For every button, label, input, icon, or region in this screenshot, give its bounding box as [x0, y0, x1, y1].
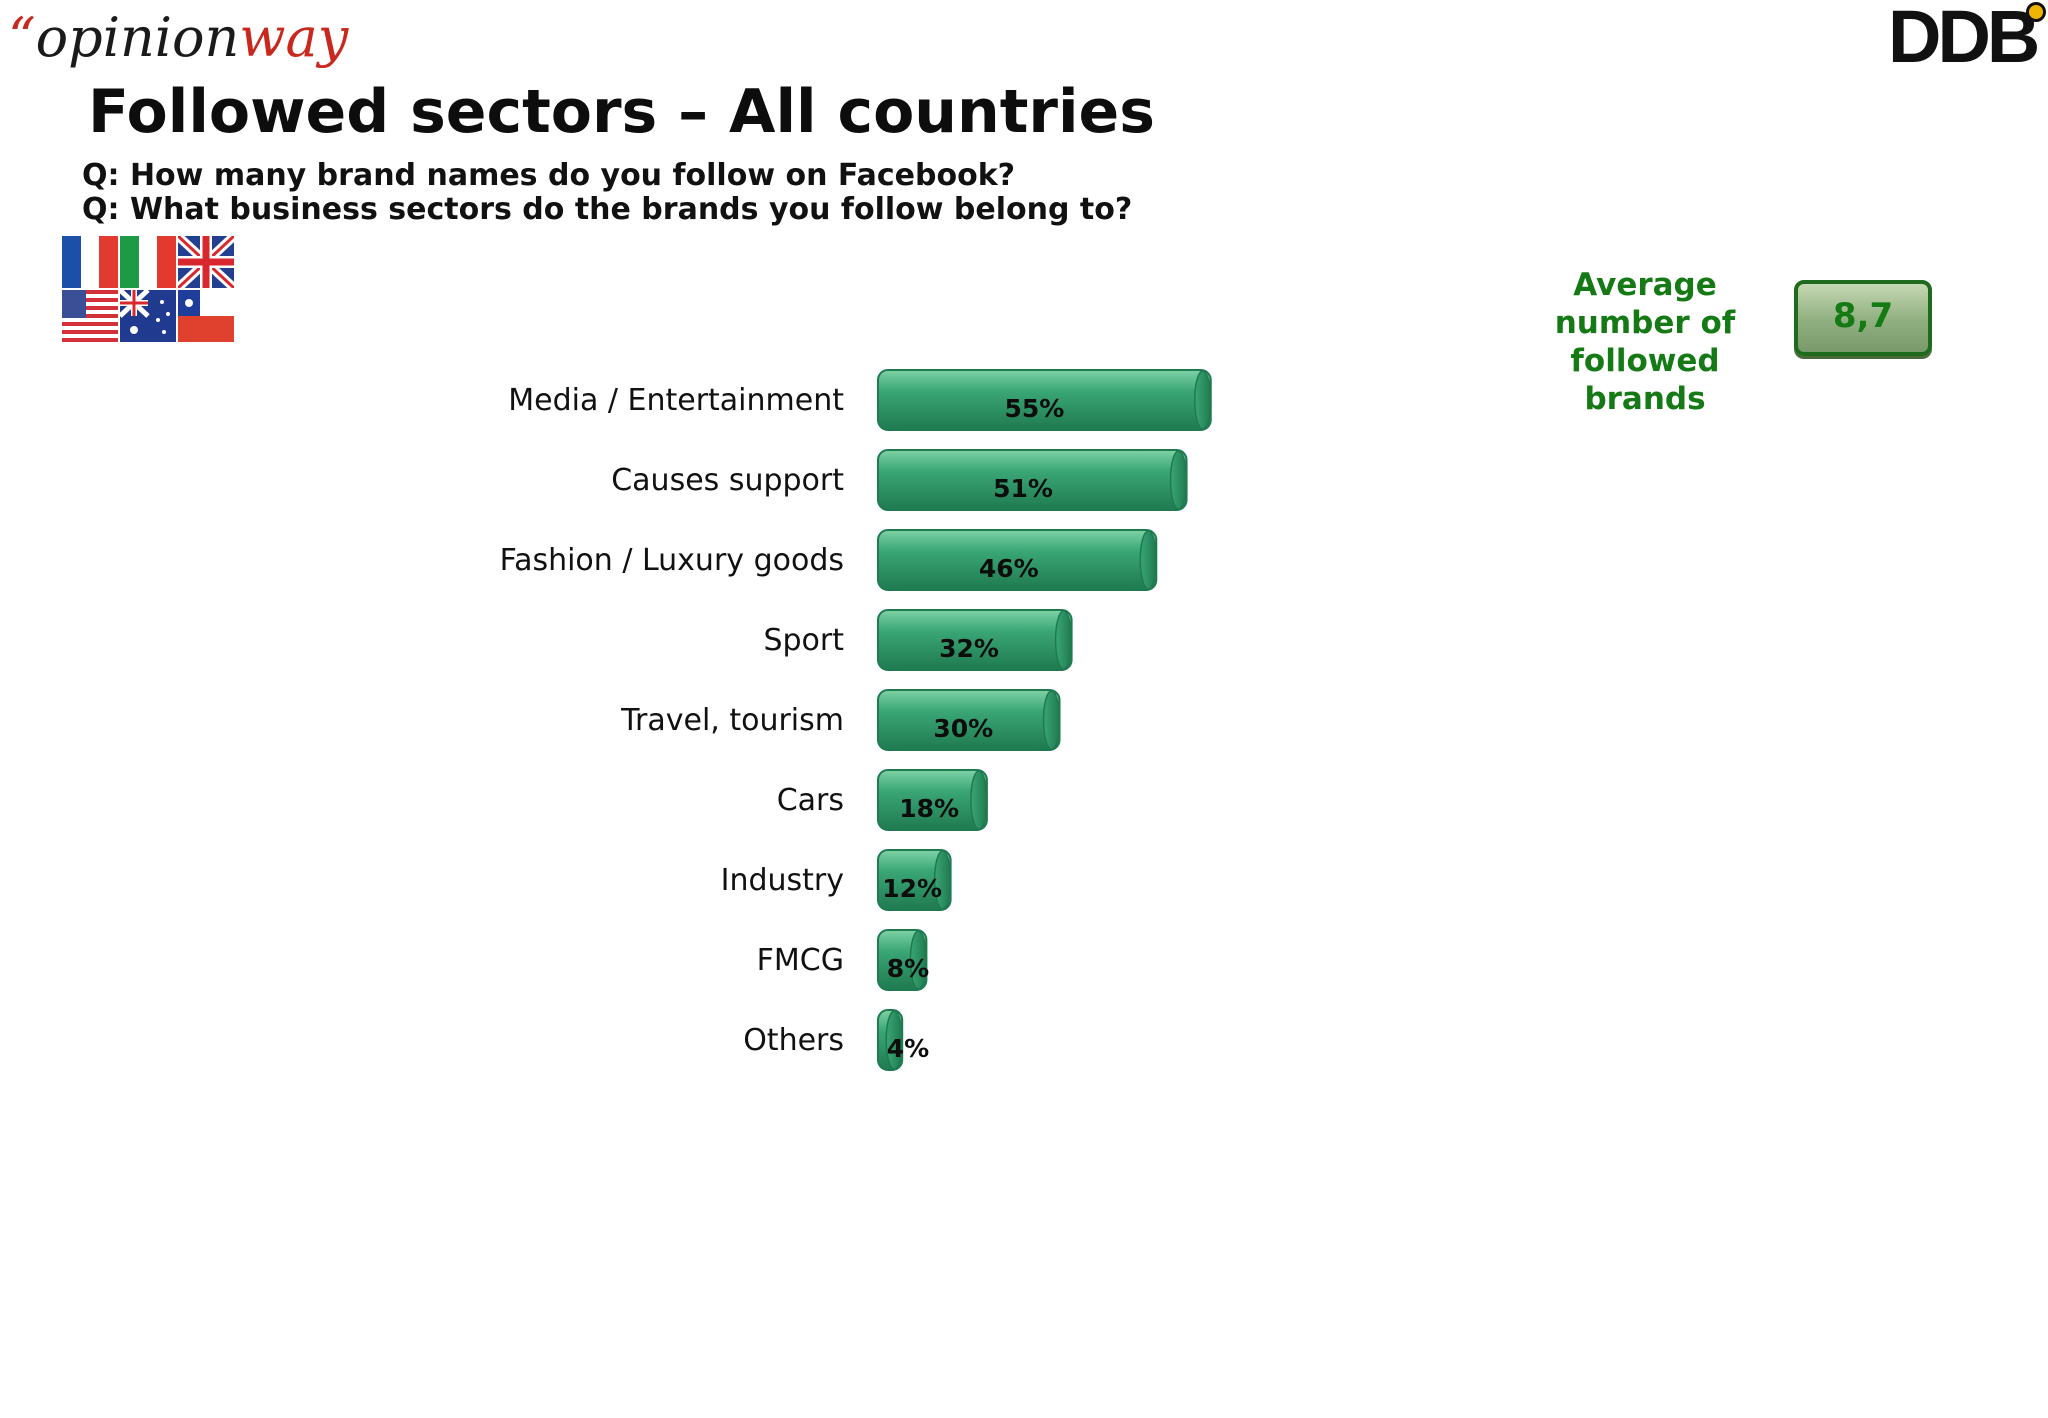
bar-cap-fashion-luxury-goods — [1139, 530, 1158, 590]
category-label-industry: Industry — [721, 863, 844, 898]
australia-flag — [120, 290, 176, 342]
chile-flag — [178, 290, 234, 342]
value-label-travel-tourism: 30% — [933, 714, 993, 743]
value-label-industry: 12% — [882, 874, 942, 903]
category-label-others: Others — [743, 1023, 844, 1058]
average-label: Average number of followed brands — [1554, 267, 1736, 417]
category-label-cars: Cars — [777, 783, 844, 818]
bar-cap-travel-tourism — [1042, 690, 1061, 750]
value-label-cars: 18% — [899, 794, 959, 823]
logo-way-text: way — [239, 6, 349, 69]
category-label-travel-tourism: Travel, tourism — [620, 703, 844, 738]
category-label-fashion-luxury-goods: Fashion / Luxury goods — [500, 543, 844, 578]
page-title: Followed sectors – All countries — [88, 77, 1155, 147]
value-label-fashion-luxury-goods: 46% — [979, 554, 1039, 583]
value-label-media-entertainment: 55% — [1004, 394, 1064, 423]
bar-cap-sport — [1054, 610, 1073, 670]
bar-cap-fmcg — [909, 930, 928, 990]
italy-flag — [120, 236, 176, 288]
logo-quote-mark: “ — [8, 6, 36, 69]
value-label-fmcg: 8% — [887, 954, 929, 983]
question-2: Q: What business sectors do the brands y… — [82, 192, 1133, 227]
france-flag — [62, 236, 118, 288]
category-label-fmcg: FMCG — [757, 943, 844, 978]
average-value: 8,7 — [1832, 296, 1894, 336]
average-value-box: 8,7 — [1794, 280, 1932, 356]
value-label-causes-support: 51% — [993, 474, 1053, 503]
ddb-logo: DDB — [1888, 0, 2040, 78]
bar-cap-industry — [933, 850, 952, 910]
logo-opinion-text: opinion — [35, 6, 240, 69]
usa-flag — [62, 290, 118, 342]
category-label-media-entertainment: Media / Entertainment — [508, 383, 844, 418]
bar-cap-causes-support — [1169, 450, 1188, 510]
category-label-causes-support: Causes support — [611, 463, 844, 498]
value-label-others: 4% — [887, 1034, 929, 1063]
country-flags — [62, 236, 236, 344]
bar-cap-others — [885, 1010, 903, 1070]
uk-flag — [178, 236, 234, 288]
value-label-sport: 32% — [939, 634, 999, 663]
question-1: Q: How many brand names do you follow on… — [82, 158, 1016, 193]
category-label-sport: Sport — [763, 623, 844, 658]
ddb-logo-dot — [2026, 2, 2046, 22]
opinionway-logo: “opinionway — [8, 8, 348, 68]
bar-cap-cars — [970, 770, 988, 830]
bar-cap-media-entertainment — [1194, 370, 1212, 430]
